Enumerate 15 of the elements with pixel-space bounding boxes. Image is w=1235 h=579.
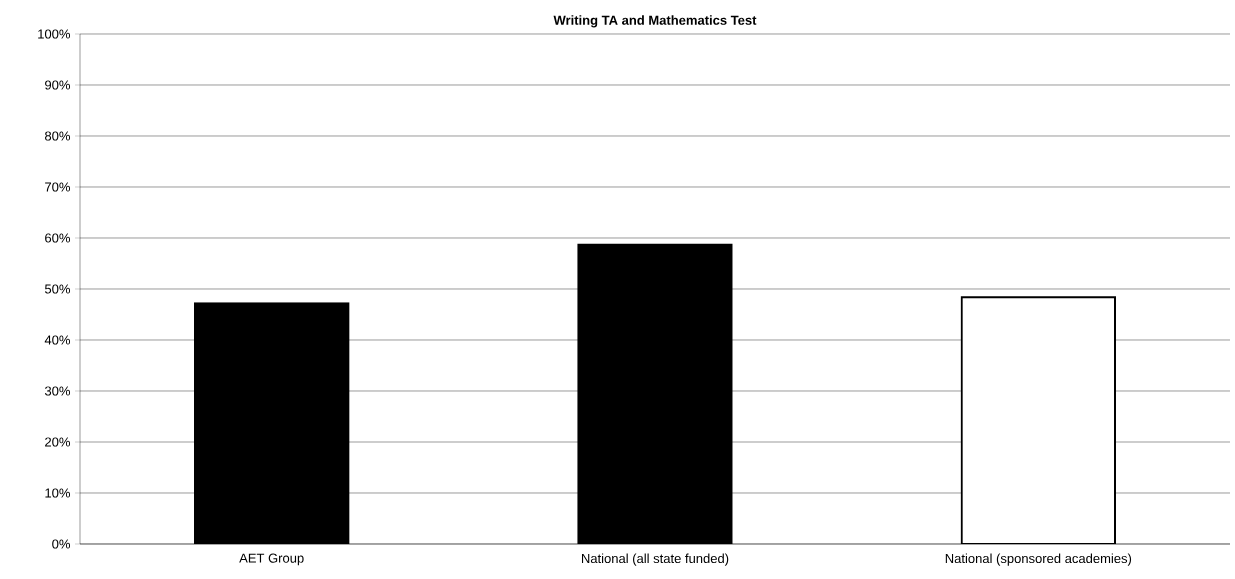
y-tick-label: 80%	[45, 131, 71, 141]
y-tick-label: 20%	[45, 437, 71, 447]
y-tick-label: 60%	[45, 233, 71, 243]
y-tick-label: 30%	[44, 386, 71, 396]
y-tick-label: 0%	[52, 539, 71, 549]
x-tick-label: AET Group	[239, 553, 304, 566]
x-tick-label: National (all state funded)	[582, 553, 729, 566]
y-tick-label: 70%	[45, 182, 71, 192]
y-tick-label: 10%	[45, 488, 71, 498]
y-tick-label: 90%	[45, 80, 71, 90]
y-tick-label: 40%	[44, 335, 71, 345]
y-tick-label: 50%	[44, 284, 71, 294]
y-tick-label: 100%	[38, 29, 71, 39]
x-tick-label: National (sponsored academies)	[945, 553, 1132, 566]
chart-title: Writing TA and Mathematics Test	[553, 15, 757, 28]
